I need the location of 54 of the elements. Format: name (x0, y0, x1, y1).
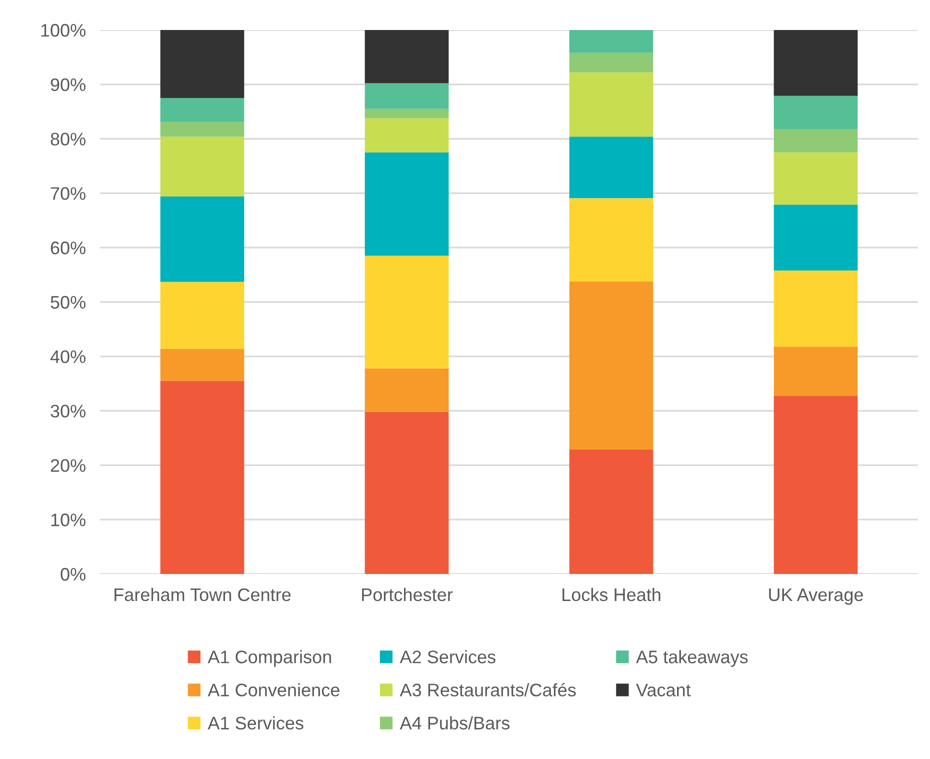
bar (569, 449, 654, 574)
y-tick-label: 50% (50, 296, 86, 309)
bar (774, 152, 858, 205)
bar (364, 30, 449, 84)
bar (569, 72, 654, 137)
bar (160, 98, 244, 122)
bar (364, 152, 449, 256)
y-tick-label: 10% (51, 514, 86, 526)
bar (160, 136, 244, 196)
bar (160, 196, 244, 282)
legend-label: A3 Restaurants/Cafés (400, 682, 576, 696)
bar (569, 198, 654, 282)
x-tick-label: UK Average (769, 588, 863, 605)
bar (774, 270, 858, 347)
legend-label: A1 Convenience (208, 683, 340, 696)
bar (774, 396, 858, 574)
bar (160, 30, 244, 98)
bar (364, 412, 449, 574)
bar (364, 368, 449, 412)
bar (774, 96, 858, 130)
x-tick-label: Locks Heath (562, 588, 660, 602)
y-tick-label: 100% (41, 24, 86, 37)
legend-label: A4 Pubs/Bars (400, 716, 510, 730)
y-tick-label: 0% (60, 568, 86, 581)
bar (569, 30, 654, 53)
legend-label: Vacant (636, 684, 691, 696)
bar (569, 281, 654, 450)
legend-label: A2 Services (400, 650, 496, 664)
y-tick-label: 40% (50, 350, 86, 364)
legend-label: A1 Services (208, 716, 304, 730)
y-tick-label: 30% (50, 404, 86, 418)
bar (774, 30, 858, 96)
y-tick-label: 90% (50, 78, 86, 92)
bar (774, 346, 858, 396)
bar (569, 52, 654, 72)
legend-label: A5 takeaways (636, 650, 748, 667)
bar (569, 136, 654, 198)
x-tick-label: Fareham Town Centre (114, 588, 291, 602)
y-tick-label: 20% (50, 459, 86, 472)
y-tick-label: 60% (50, 242, 86, 254)
bar (160, 282, 244, 349)
legend-label: A1 Comparison (208, 650, 331, 667)
bar (364, 256, 449, 368)
bar (364, 118, 449, 152)
bar (160, 348, 244, 381)
bar (774, 129, 858, 152)
y-tick-label: 70% (50, 187, 86, 200)
bar (364, 108, 449, 118)
bar (160, 380, 244, 574)
bar (774, 204, 858, 270)
y-tick-label: 80% (50, 132, 86, 146)
x-tick-label: Portchester (362, 588, 453, 602)
bar (160, 122, 244, 137)
bar (364, 83, 449, 109)
